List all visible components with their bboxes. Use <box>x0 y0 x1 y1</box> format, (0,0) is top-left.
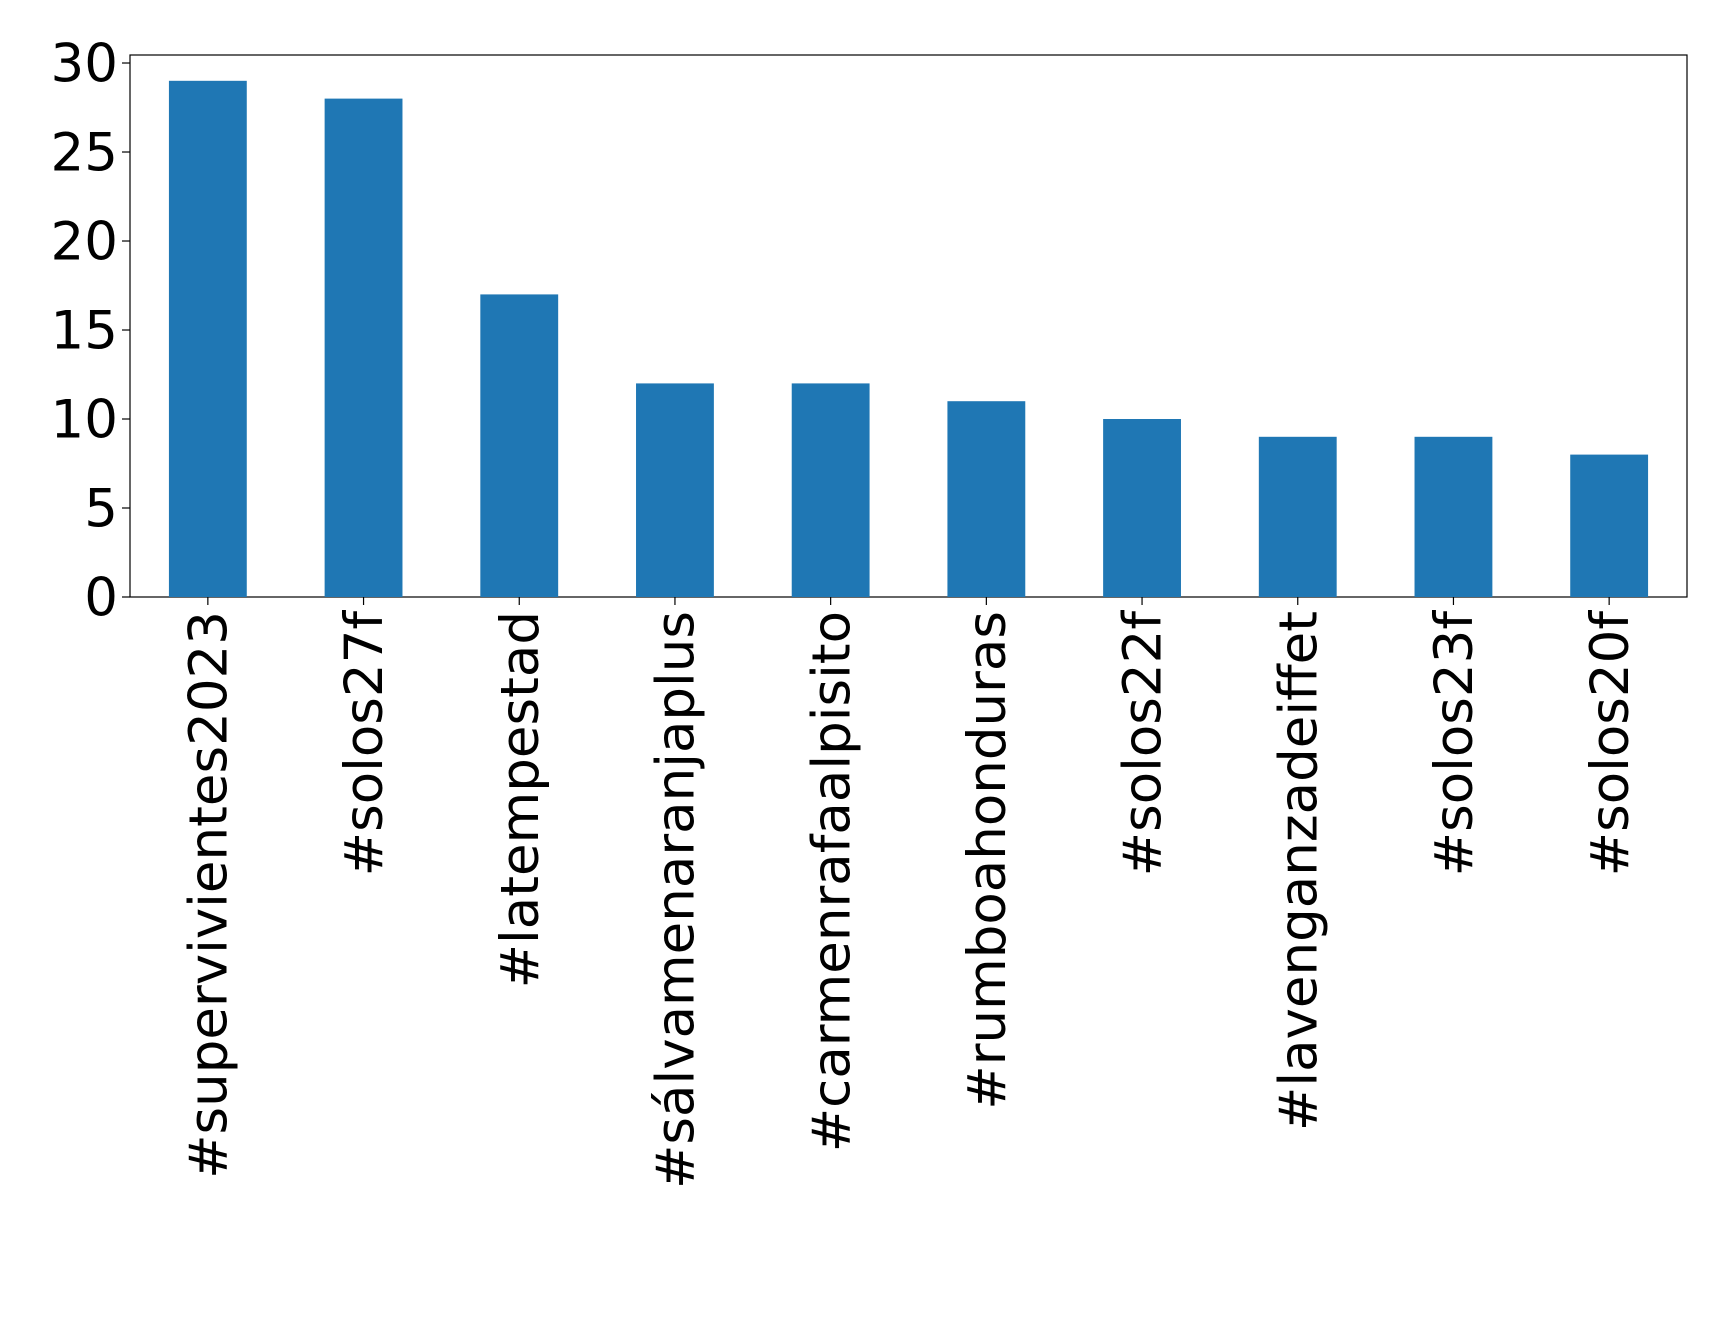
bar <box>480 294 559 597</box>
y-tick-label: 20 <box>51 212 118 273</box>
y-tick-label: 5 <box>84 479 118 540</box>
x-tick-label: #solos22f <box>1113 610 1174 877</box>
bar <box>168 80 247 598</box>
y-tick-label: 25 <box>51 123 118 184</box>
y-tick-label: 10 <box>51 390 118 451</box>
y-tick-label: 0 <box>84 568 118 629</box>
bar <box>1258 436 1337 597</box>
x-tick-label: #latempestad <box>490 611 551 988</box>
axes-frame <box>129 54 1688 598</box>
y-tick-label: 15 <box>51 301 118 362</box>
x-tick-label: #solos27f <box>334 610 395 877</box>
x-tick-label: #carmenrafaalpisito <box>801 611 862 1152</box>
bar <box>1103 419 1181 597</box>
bar <box>636 383 714 597</box>
x-tick-label: #rumboahonduras <box>957 611 1018 1110</box>
x-tick-label: #supervivientes2023 <box>178 611 239 1179</box>
bar <box>1414 436 1493 597</box>
x-tick-label: #sálvamenaranjaplus <box>646 611 707 1189</box>
bar <box>791 383 870 597</box>
x-tick-label: #solos23f <box>1424 610 1485 877</box>
bar <box>947 401 1026 597</box>
bar <box>1570 454 1649 597</box>
y-tick-label: 30 <box>51 34 118 95</box>
x-tick-label: #lavenganzadeiffet <box>1268 611 1329 1131</box>
x-tick-label: #solos20f <box>1580 610 1641 877</box>
bar <box>324 98 403 597</box>
